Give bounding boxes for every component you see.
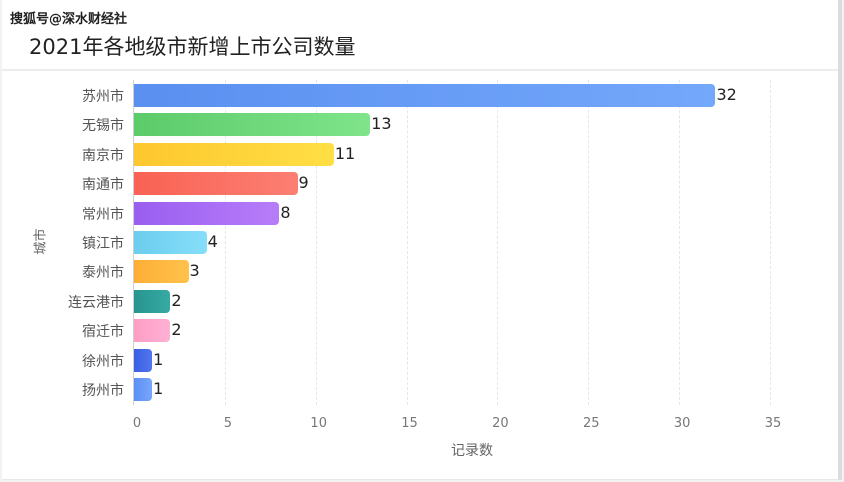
category-label: 常州市	[82, 206, 124, 223]
x-axis-label: 记录数	[451, 443, 493, 459]
category-label: 南通市	[82, 177, 124, 194]
category-label: 苏州市	[82, 89, 124, 105]
x-tick-label: 35	[764, 416, 782, 431]
bar-value-label: 8	[280, 202, 291, 222]
y-axis-label: 城市	[33, 228, 49, 255]
bar[interactable]	[134, 319, 171, 343]
bar-value-label: 3	[189, 261, 200, 281]
bar[interactable]	[134, 231, 207, 254]
bar[interactable]	[134, 378, 153, 401]
bar[interactable]	[134, 289, 171, 313]
bar-value-label: 1	[153, 379, 164, 398]
bar[interactable]	[134, 348, 153, 372]
gridline	[679, 80, 681, 405]
gridline	[315, 80, 317, 405]
bar[interactable]	[134, 142, 334, 166]
x-tick-label: 5	[223, 416, 232, 431]
category-label: 南京市	[82, 147, 124, 164]
bar-value-label: 2	[171, 320, 182, 340]
bar[interactable]	[134, 172, 298, 196]
bar[interactable]	[134, 260, 189, 284]
gridline	[406, 80, 408, 405]
gridline	[497, 80, 499, 405]
bar-value-label: 1	[153, 349, 164, 369]
category-label: 宿迁市	[82, 324, 124, 341]
bar-value-label: 9	[298, 173, 309, 193]
x-tick-label: 10	[310, 416, 327, 431]
bar[interactable]	[134, 84, 716, 107]
x-tick-label: 25	[583, 416, 600, 431]
title-divider	[2, 69, 838, 71]
bar[interactable]	[134, 201, 280, 225]
x-tick-label: 30	[673, 416, 691, 431]
watermark: 搜狐号@深水财经社	[10, 12, 128, 27]
x-tick-label: 0	[132, 416, 142, 431]
gridline	[770, 80, 771, 405]
bar-value-label: 2	[171, 290, 182, 310]
bar-value-label: 4	[207, 232, 218, 251]
category-label: 无锡市	[82, 118, 124, 135]
gridline	[588, 80, 590, 405]
x-tick-label: 15	[401, 416, 418, 431]
bar[interactable]	[134, 113, 371, 137]
gridline	[224, 80, 226, 405]
category-label: 扬州市	[82, 383, 124, 399]
bar-value-label: 32	[716, 85, 737, 104]
x-tick-label: 20	[492, 416, 509, 431]
chart-title: 2021年各地级市新增上市公司数量	[29, 35, 356, 59]
category-label: 连云港市	[68, 294, 124, 311]
category-label: 泰州市	[82, 265, 124, 282]
bar-value-label: 11	[334, 143, 356, 163]
y-axis-line	[133, 80, 134, 405]
bar-value-label: 13	[371, 114, 392, 134]
category-label: 徐州市	[82, 353, 124, 370]
category-label: 镇江市	[82, 236, 124, 252]
